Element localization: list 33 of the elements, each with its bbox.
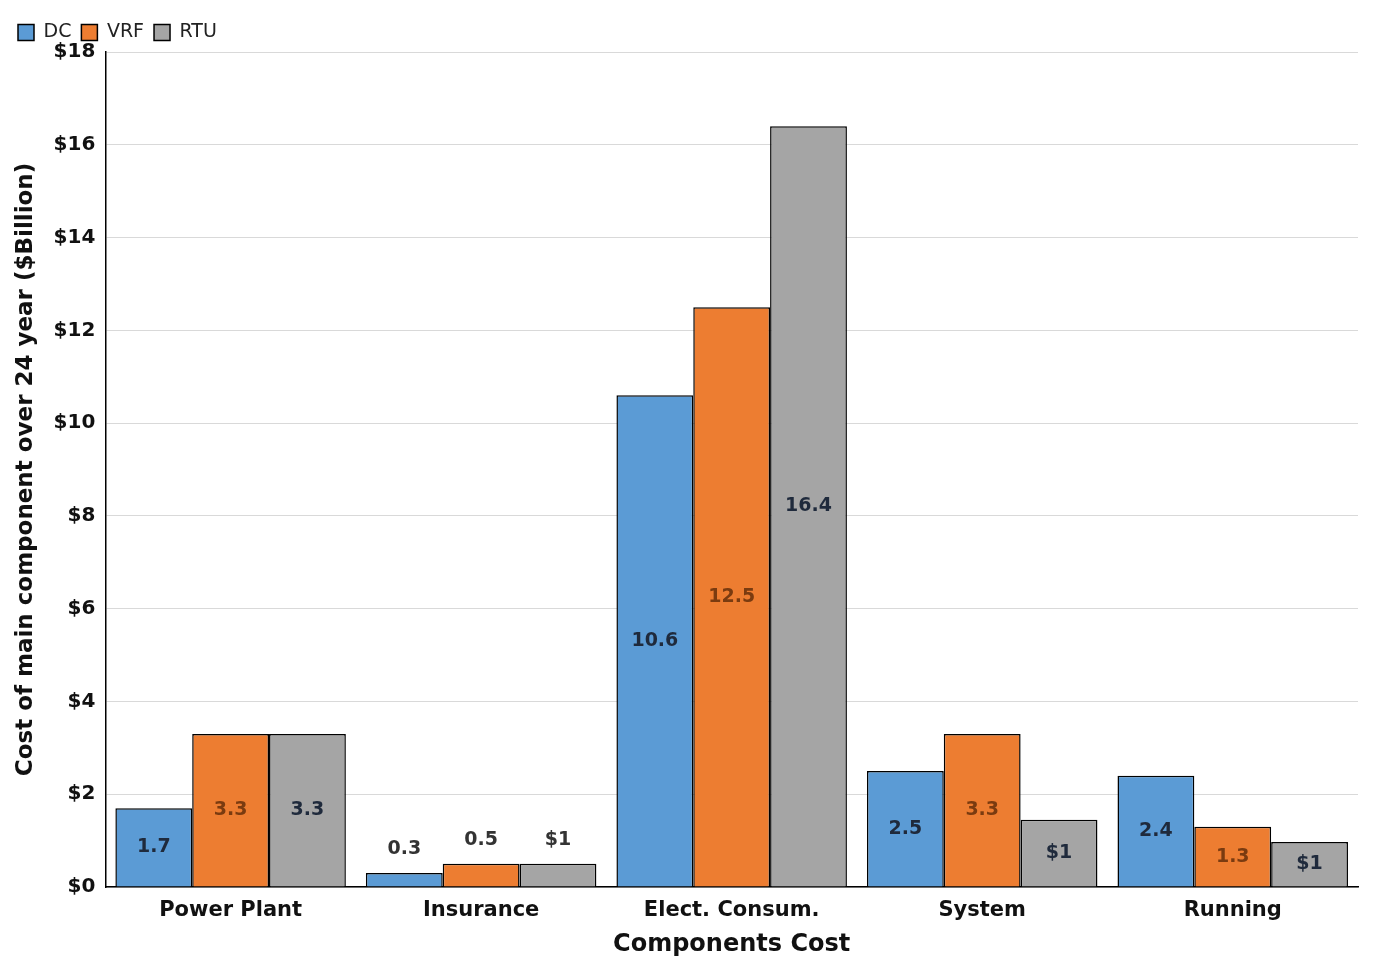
x-axis-title: Components Cost — [613, 928, 851, 957]
y-tick-label: $0 — [67, 873, 96, 898]
data-label: $1 — [1045, 840, 1073, 863]
data-label: 0.5 — [464, 826, 498, 849]
data-label: 3.3 — [965, 797, 1000, 820]
data-label: 2.5 — [888, 815, 923, 838]
y-tick-label: $12 — [53, 316, 96, 341]
data-label: 10.6 — [631, 627, 679, 650]
data-label: 1.3 — [1215, 843, 1250, 866]
data-label: 12.5 — [708, 583, 756, 606]
x-tick-label: System — [938, 897, 1026, 922]
y-tick-label: $16 — [53, 130, 96, 155]
y-tick-label: $6 — [67, 594, 96, 619]
x-tick-label: Running — [1183, 897, 1282, 922]
data-label: 16.4 — [785, 493, 832, 516]
y-tick-label: $14 — [53, 223, 96, 248]
legend-label: RTU — [179, 19, 217, 42]
y-tick-label: $4 — [67, 687, 96, 712]
x-tick-label: Elect. Consum. — [643, 897, 820, 922]
x-tick-label: Insurance — [422, 897, 540, 922]
legend-label: VRF — [106, 19, 145, 42]
y-tick-label: $8 — [67, 502, 96, 527]
y-axis-title: Cost of main component over 24 year ($Billion) — [10, 162, 37, 777]
data-label: 1.7 — [136, 834, 171, 857]
y-tick-label: $2 — [67, 780, 96, 805]
data-label: 0.3 — [387, 836, 422, 859]
x-tick-label: Power Plant — [159, 897, 303, 922]
data-label: 3.3 — [213, 797, 248, 820]
data-label: $1 — [544, 826, 572, 849]
data-label: 2.4 — [1139, 818, 1173, 841]
data-label: 3.3 — [290, 797, 325, 820]
data-label: $1 — [1296, 851, 1323, 874]
y-tick-label: $10 — [53, 409, 96, 434]
